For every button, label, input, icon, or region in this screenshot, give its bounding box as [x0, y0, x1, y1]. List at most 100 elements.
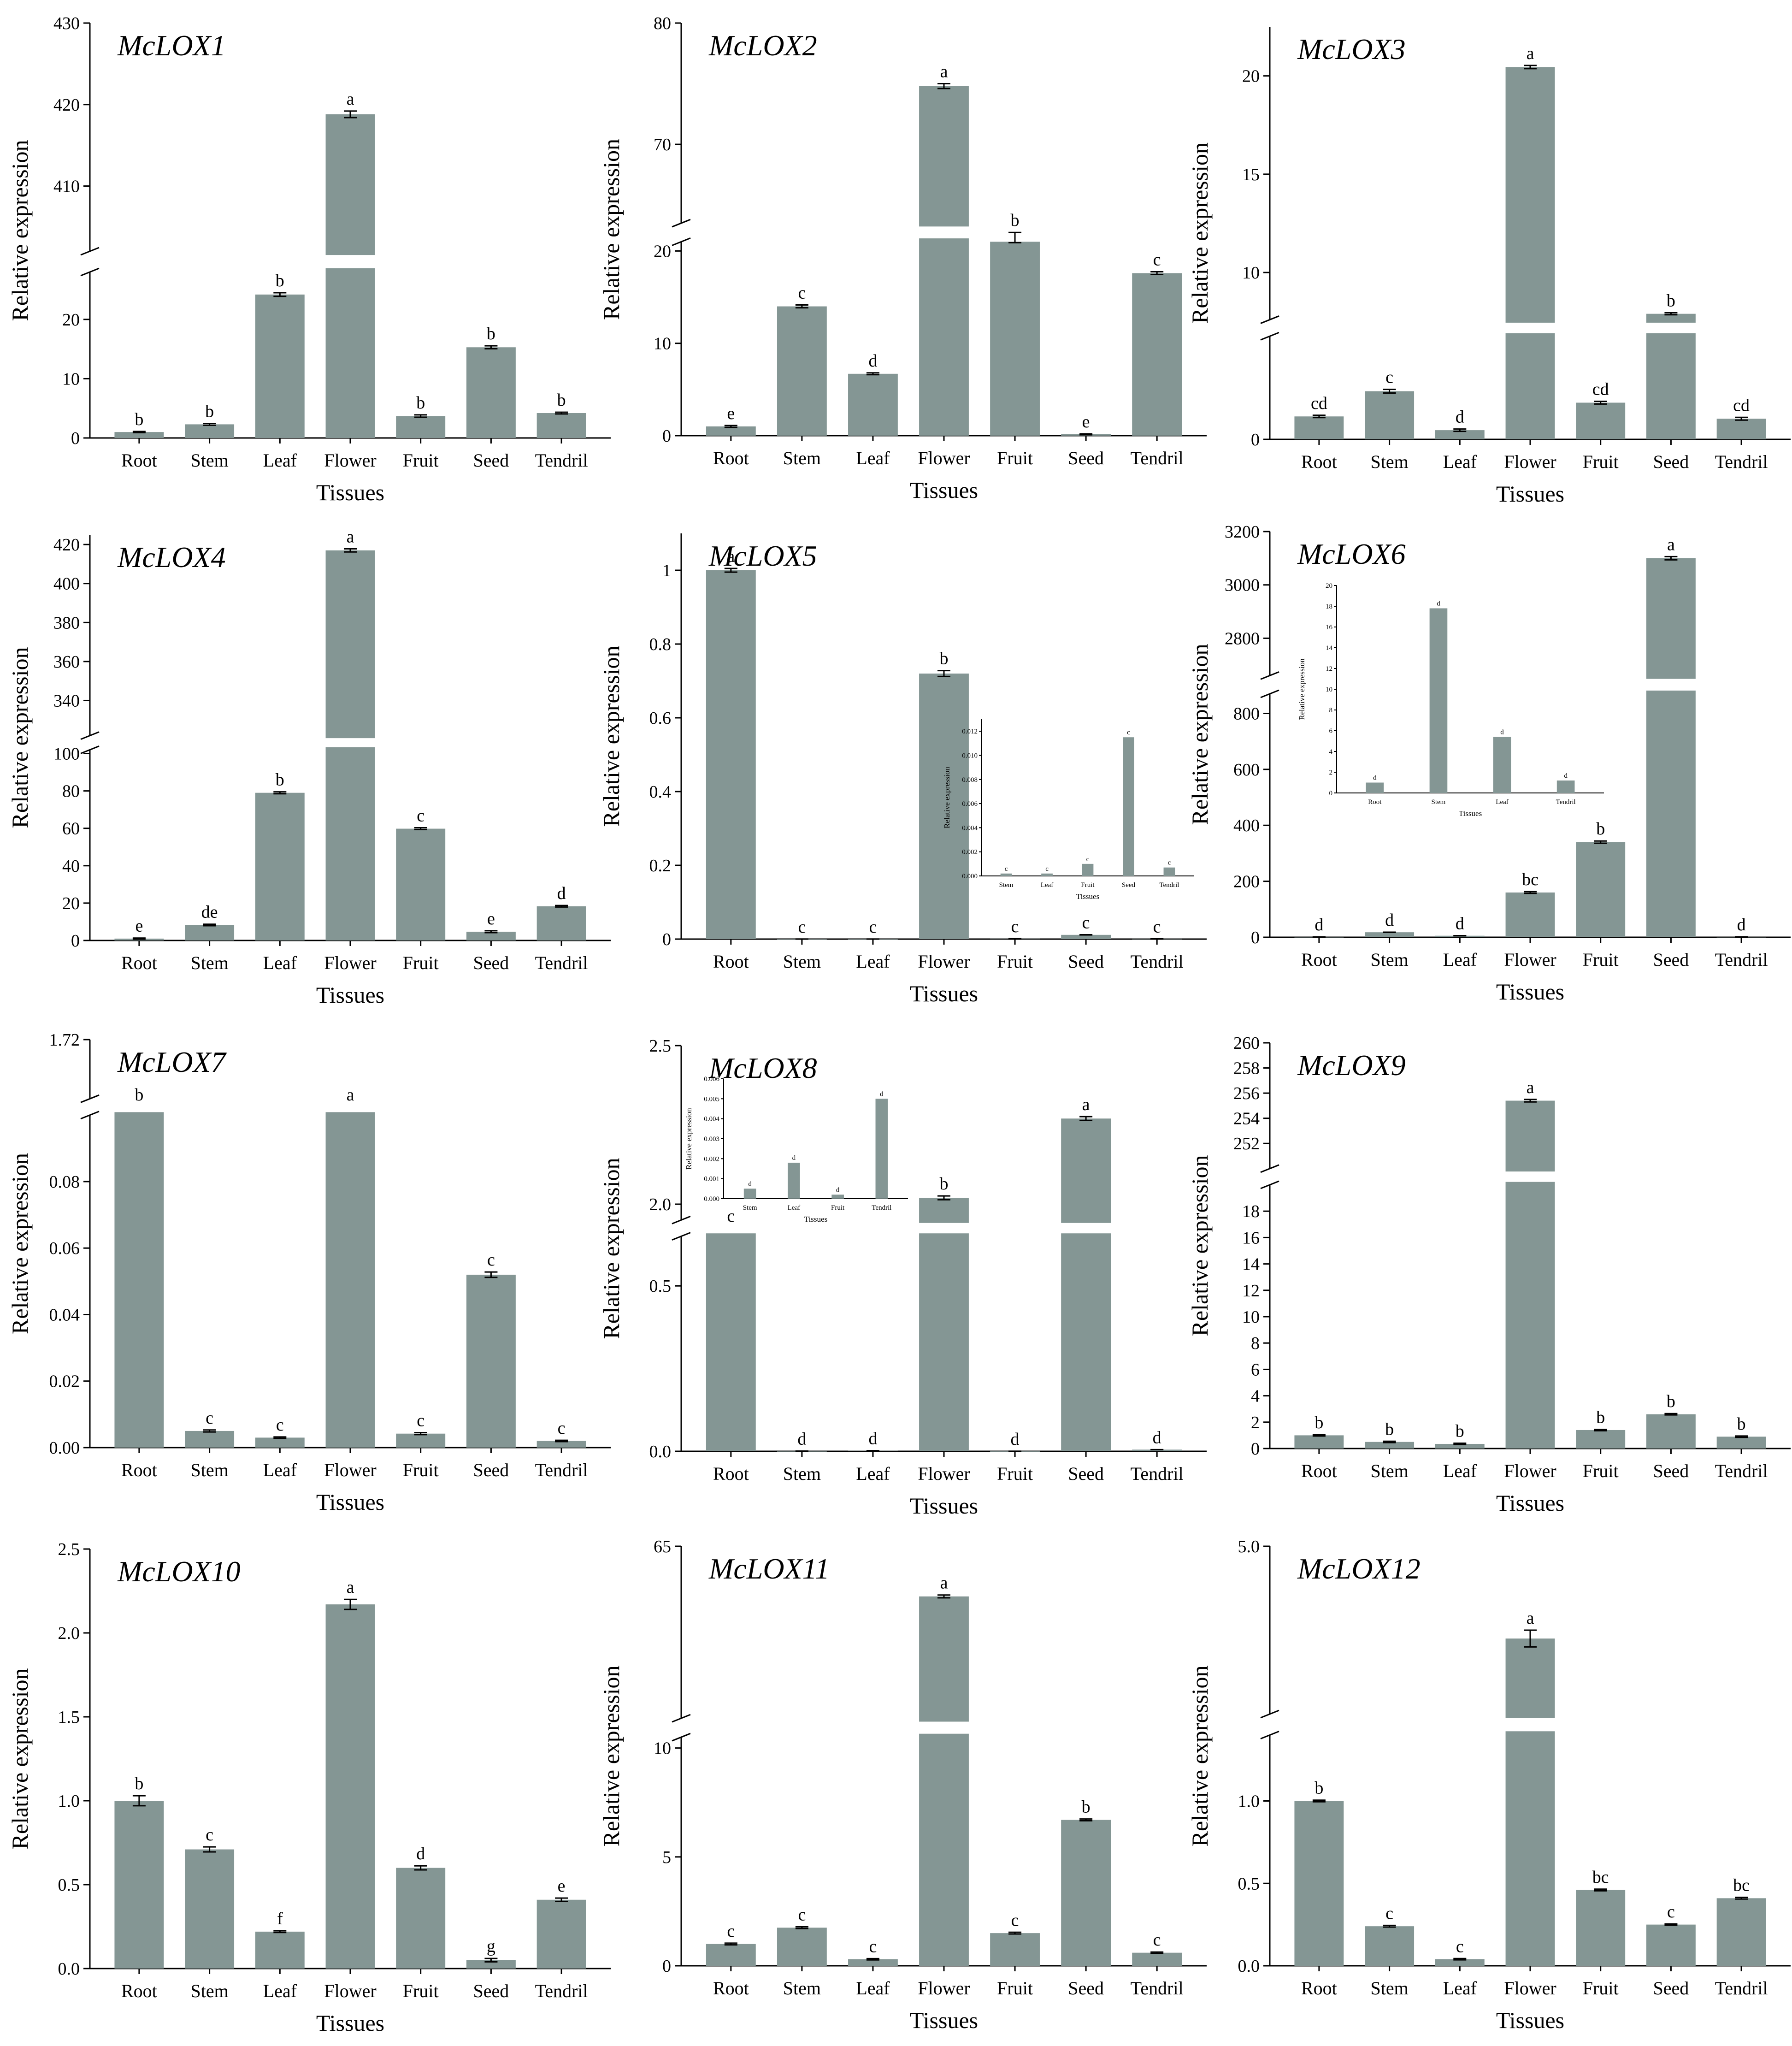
- y-tick-label: 0.8: [649, 635, 672, 654]
- x-axis-title: Tissues: [910, 1493, 978, 1519]
- x-tick-label: Tendril: [1131, 448, 1184, 468]
- significance-letter: c: [798, 1905, 806, 1924]
- significance-letter: de: [201, 903, 218, 922]
- axis-break-mark: [672, 1216, 691, 1224]
- y-tick-label: 256: [1233, 1084, 1260, 1103]
- inset-bar-fruit: [1082, 863, 1094, 876]
- y-tick-label: 430: [53, 14, 80, 33]
- x-tick-label: Tendril: [1715, 451, 1768, 472]
- x-tick-label: Leaf: [263, 1981, 297, 2001]
- inset-bar-stem: [743, 1189, 756, 1199]
- x-tick-label: Stem: [190, 450, 228, 471]
- significance-letter: b: [1667, 1392, 1675, 1411]
- bar-tendril: [536, 1899, 586, 1969]
- bar-tendril: [1716, 419, 1766, 439]
- significance-letter: b: [205, 402, 214, 421]
- y-tick-label: 420: [53, 535, 80, 555]
- inset-bar-tendril: [1556, 781, 1575, 793]
- x-tick-label: Root: [1301, 1978, 1337, 1999]
- inset-y-tick-label: 0: [1329, 790, 1333, 797]
- bar-leaf: [255, 792, 305, 940]
- y-tick-label: 10: [62, 369, 80, 389]
- inset-chart: 0.000 0.001 0.002 0.003 0.004 0.005 0.006 d Stem…: [684, 1076, 908, 1224]
- significance-letter: c: [276, 1415, 284, 1435]
- y-tick-label: 1.0: [58, 1792, 80, 1811]
- x-tick-label: Tendril: [1715, 1461, 1768, 1481]
- significance-letter: b: [1315, 1413, 1323, 1432]
- inset-significance-letter: d: [1373, 775, 1377, 782]
- x-tick-label: Root: [713, 1463, 749, 1484]
- bar-tendril: [536, 906, 586, 940]
- y-tick-label: 6: [1251, 1360, 1260, 1379]
- inset-x-tick-label: Leaf: [1041, 881, 1053, 889]
- x-tick-label: Seed: [473, 952, 509, 973]
- significance-letter: a: [727, 547, 735, 566]
- y-tick-label: 20: [62, 310, 80, 330]
- bar-fruit: [396, 1433, 446, 1448]
- inset-x-axis-title: Tissues: [1076, 892, 1099, 901]
- inset-x-tick-label: Stem: [1432, 798, 1446, 806]
- inset-y-tick-label: 0.006: [962, 800, 978, 808]
- bar-flower: [919, 1596, 969, 1966]
- gene-title: McLOX8: [708, 1052, 817, 1084]
- x-tick-label: Fruit: [1583, 949, 1619, 970]
- y-tick-label: 2800: [1225, 629, 1260, 648]
- significance-letter: b: [135, 1774, 143, 1793]
- y-tick-label: 420: [53, 95, 80, 115]
- y-tick-label: 20: [62, 894, 80, 913]
- y-tick-label: 400: [53, 574, 80, 594]
- x-tick-label: Leaf: [856, 1463, 890, 1484]
- significance-letter: cd: [1733, 396, 1750, 415]
- x-tick-label: Leaf: [856, 1978, 890, 1999]
- bar-stem: [185, 925, 235, 940]
- significance-letter: c: [869, 1937, 877, 1956]
- x-tick-label: Tendril: [535, 952, 588, 973]
- bar-root: [1294, 1801, 1344, 1966]
- bar-tendril: [1132, 1952, 1182, 1966]
- inset-x-tick-label: Tendril: [1556, 798, 1576, 806]
- bar-break-gap: [1505, 1718, 1556, 1732]
- axis-break-mark: [1260, 1180, 1279, 1189]
- bar-leaf: [255, 294, 305, 438]
- x-tick-label: Leaf: [263, 450, 297, 471]
- y-axis-title: Relative expression: [7, 647, 33, 828]
- significance-letter: cd: [1311, 394, 1327, 413]
- bar-flower: [919, 674, 969, 939]
- y-tick-label: 0.0: [58, 1959, 80, 1979]
- x-tick-label: Flower: [1504, 949, 1556, 970]
- significance-letter: b: [1082, 1798, 1091, 1817]
- y-tick-label: 3200: [1225, 522, 1260, 542]
- axis-break-mark: [1260, 1709, 1279, 1719]
- x-tick-label: Seed: [1653, 451, 1689, 472]
- inset-y-tick-label: 6: [1329, 727, 1333, 735]
- bar-flower: [325, 1107, 375, 1448]
- axis-break-mark: [1260, 671, 1279, 680]
- significance-letter: c: [1011, 917, 1019, 936]
- inset-significance-letter: d: [1437, 600, 1440, 608]
- x-axis-title: Tissues: [1496, 2007, 1564, 2033]
- y-tick-label: 1.0: [1238, 1792, 1260, 1811]
- x-tick-label: Root: [121, 450, 157, 471]
- significance-letter: e: [487, 909, 495, 928]
- x-tick-label: Stem: [1370, 949, 1408, 970]
- significance-letter: a: [1082, 1095, 1090, 1114]
- x-tick-label: Stem: [783, 951, 821, 972]
- bar-break-gap: [325, 255, 376, 268]
- x-tick-label: Flower: [324, 450, 376, 471]
- y-tick-label: 600: [1233, 760, 1260, 780]
- x-tick-label: Stem: [1370, 451, 1408, 472]
- bar-break-gap: [1505, 1171, 1556, 1182]
- x-tick-label: Stem: [783, 448, 821, 468]
- x-tick-label: Fruit: [1583, 451, 1619, 472]
- bar-root: [114, 1801, 164, 1969]
- inset-y-axis-title: Relative expression: [1297, 658, 1306, 720]
- y-tick-label: 380: [53, 613, 80, 633]
- bar-root: [706, 1944, 756, 1966]
- x-tick-label: Fruit: [997, 1463, 1033, 1484]
- x-tick-label: Flower: [324, 952, 376, 973]
- y-tick-label: 400: [1233, 816, 1260, 835]
- inset-x-tick-label: Tendril: [1159, 881, 1179, 889]
- bar-break-gap: [114, 1101, 165, 1112]
- significance-letter: a: [940, 1573, 948, 1593]
- inset-y-tick-label: 20: [1326, 582, 1332, 590]
